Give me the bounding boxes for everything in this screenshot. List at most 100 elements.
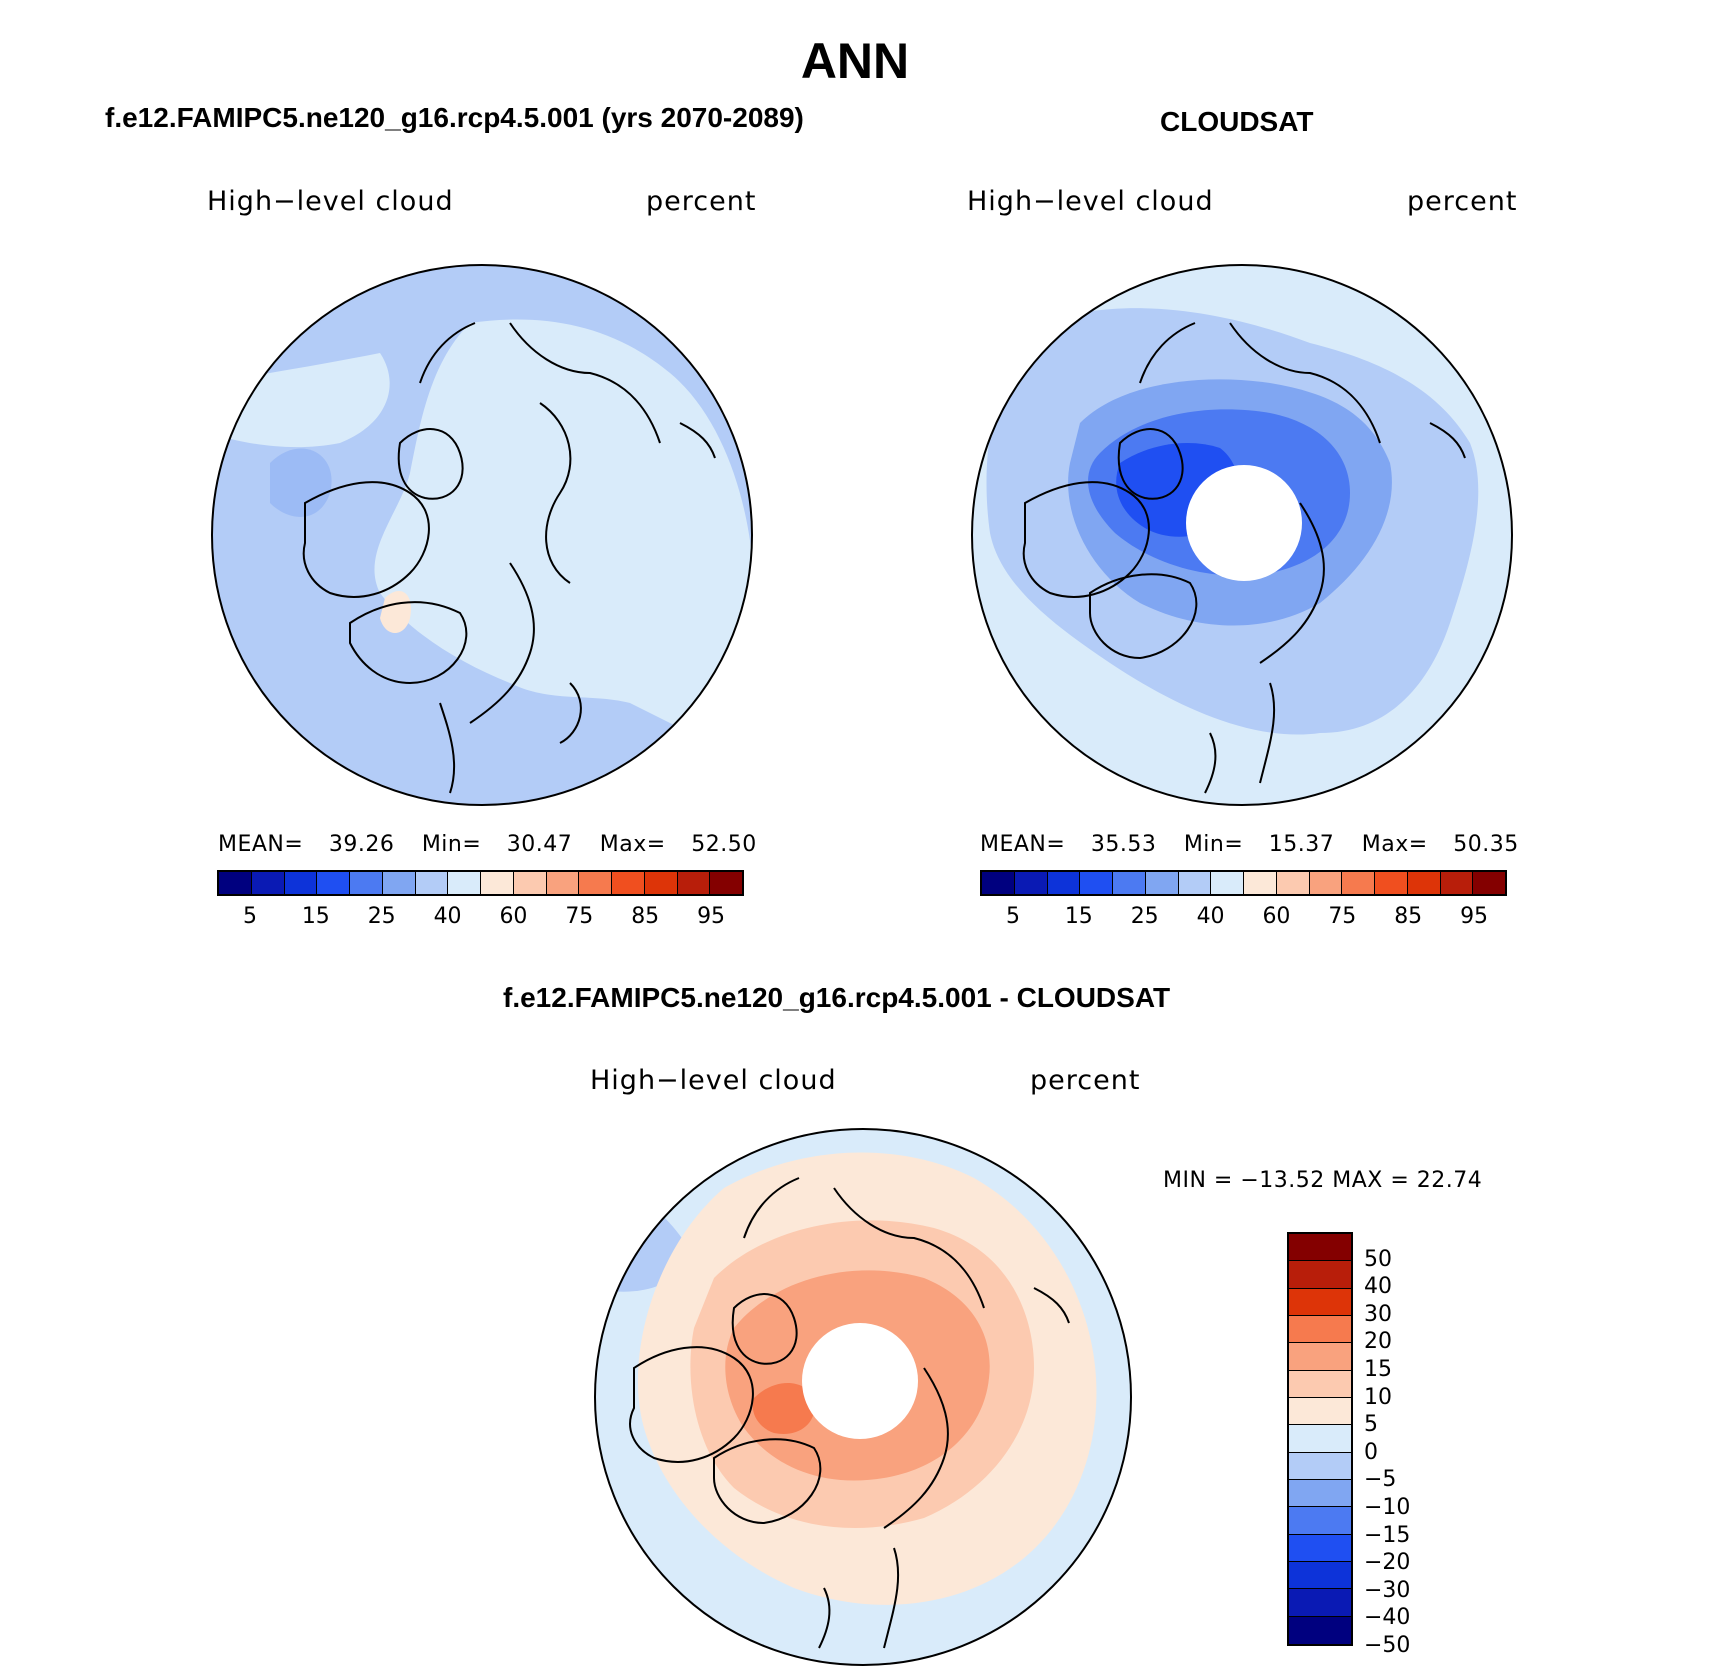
- colorbar-cell: [382, 872, 416, 894]
- colorbar-cell: [1289, 1616, 1351, 1644]
- colorbar-tick-label: 5: [242, 904, 257, 929]
- colorbar-cell: [1473, 872, 1505, 894]
- colorbar-tick-label: 60: [1262, 904, 1291, 929]
- colorbar-cell: [612, 872, 645, 894]
- colorbar-diff: [1287, 1232, 1353, 1646]
- panel-variable-label-diff: High−level cloud: [590, 1065, 837, 1096]
- main-title: ANN: [800, 33, 910, 89]
- colorbar-cell: [1289, 1452, 1351, 1480]
- stats-model: MEAN= 39.26 Min= 30.47 Max= 52.50: [218, 832, 757, 857]
- colorbar-cell: [448, 872, 481, 894]
- stat-mean-value: 39.26: [328, 832, 395, 857]
- colorbar-tick-label: 15: [301, 904, 330, 929]
- colorbar-tick-label: 25: [1130, 904, 1159, 929]
- stat-mean-value: 35.53: [1090, 832, 1157, 857]
- model-field-region-peach: [380, 590, 411, 633]
- panel-variable-label-obs: High−level cloud: [967, 186, 1214, 217]
- colorbar-cell: [1289, 1288, 1351, 1316]
- colorbar-tick-label: −15: [1364, 1522, 1411, 1548]
- colorbar-cell: [644, 872, 678, 894]
- colorbar-ticks-obs: 5 15 25 40 60 75 85 95: [980, 904, 1507, 934]
- colorbar-obs: [980, 870, 1507, 896]
- diff-missing-data-hole: [802, 1323, 918, 1439]
- colorbar-cell: [1289, 1425, 1351, 1453]
- colorbar-tick-label: 95: [697, 904, 726, 929]
- stat-mean-label: MEAN=: [218, 832, 304, 857]
- stat-min-label: Min=: [421, 832, 482, 857]
- colorbar-cell: [1080, 872, 1113, 894]
- colorbar-tick-label: −5: [1364, 1467, 1397, 1493]
- colorbar-cell: [1289, 1315, 1351, 1344]
- model-coastlines: [302, 322, 716, 794]
- colorbar-tick-label: 15: [1064, 904, 1093, 929]
- colorbar-cell: [1244, 872, 1277, 894]
- colorbar-tick-label: 5: [1005, 904, 1020, 929]
- model-field-region-blue: [270, 448, 332, 517]
- colorbar-ticks-diff: 50 40 30 20 15 10 5 0 −5 −10 −15 −20 −30 −40 −50: [1364, 1232, 1444, 1658]
- colorbar-cell: [1289, 1534, 1351, 1562]
- colorbar-tick-label: −10: [1364, 1495, 1411, 1520]
- colorbar-cell: [1289, 1370, 1351, 1398]
- colorbar-cell: [350, 872, 383, 894]
- colorbar-cell: [1211, 872, 1244, 894]
- colorbar-cell: [1289, 1561, 1351, 1590]
- colorbar-tick-label: 85: [1394, 904, 1423, 929]
- colorbar-cell: [1289, 1507, 1351, 1535]
- colorbar-cell: [710, 872, 742, 894]
- colorbar-tick-label: 40: [433, 904, 462, 929]
- colorbar-cell: [1113, 872, 1146, 894]
- stat-max-value: 52.50: [691, 832, 757, 857]
- stat-mean-label: MEAN=: [980, 832, 1066, 857]
- obs-coastlines: [1022, 322, 1466, 794]
- polar-map-obs: [971, 264, 1513, 806]
- diff-field-region-pos4: [752, 1383, 815, 1434]
- panel-title-diff: f.e12.FAMIPC5.ne120_g16.rcp4.5.001 - CLO…: [503, 982, 1171, 1013]
- stat-min-value: 15.37: [1268, 832, 1335, 857]
- panel-units-label-obs: percent: [1407, 186, 1518, 217]
- colorbar-cell: [1375, 872, 1408, 894]
- colorbar-tick-label: 75: [1328, 904, 1357, 929]
- stat-max-value: 50.35: [1453, 832, 1519, 857]
- colorbar-cell: [1047, 872, 1081, 894]
- colorbar-cell: [1014, 872, 1048, 894]
- stat-max-label: Max=: [1361, 832, 1428, 857]
- colorbar-ticks-model: 5 15 25 40 60 75 85 95: [217, 904, 744, 934]
- panel-title-model: f.e12.FAMIPC5.ne120_g16.rcp4.5.001 (yrs …: [105, 102, 804, 133]
- colorbar-cell: [1289, 1343, 1351, 1371]
- colorbar-tick-label: 85: [631, 904, 660, 929]
- stat-min-label: Min=: [1183, 832, 1244, 857]
- panel-title-obs: CLOUDSAT: [1160, 106, 1314, 137]
- colorbar-tick-label: 60: [499, 904, 528, 929]
- colorbar-cell: [317, 872, 350, 894]
- colorbar-cell: [1289, 1479, 1351, 1508]
- colorbar-cell: [1289, 1589, 1351, 1617]
- stat-max-label: Max=: [599, 832, 666, 857]
- model-field-region-light: [374, 319, 752, 733]
- colorbar-tick-label: 30: [1364, 1301, 1392, 1327]
- colorbar-cell: [677, 872, 711, 894]
- colorbar-cell: [1276, 872, 1310, 894]
- colorbar-cell: [1289, 1261, 1351, 1289]
- colorbar-tick-label: −20: [1364, 1550, 1411, 1576]
- polar-map-diff: [594, 1128, 1132, 1666]
- model-map-border: [211, 264, 753, 806]
- colorbar-tick-label: 15: [1364, 1357, 1392, 1382]
- colorbar-cell: [546, 872, 580, 894]
- colorbar-tick-label: 25: [367, 904, 396, 929]
- colorbar-cell: [1342, 872, 1375, 894]
- obs-missing-data-hole: [1186, 465, 1302, 581]
- colorbar-tick-label: 50: [1364, 1246, 1392, 1272]
- colorbar-tick-label: 0: [1364, 1439, 1378, 1465]
- colorbar-tick-label: 10: [1364, 1384, 1392, 1410]
- colorbar-cell: [415, 872, 449, 894]
- colorbar-cell: [251, 872, 285, 894]
- colorbar-cell: [219, 872, 252, 894]
- colorbar-cell: [1440, 872, 1474, 894]
- stat-min-value: 30.47: [506, 832, 573, 857]
- colorbar-cell: [1289, 1234, 1351, 1262]
- diff-coastlines: [629, 1177, 1070, 1649]
- colorbar-model: [217, 870, 744, 896]
- colorbar-tick-label: 5: [1364, 1412, 1378, 1438]
- colorbar-cell: [982, 872, 1015, 894]
- polar-map-model: [211, 264, 753, 806]
